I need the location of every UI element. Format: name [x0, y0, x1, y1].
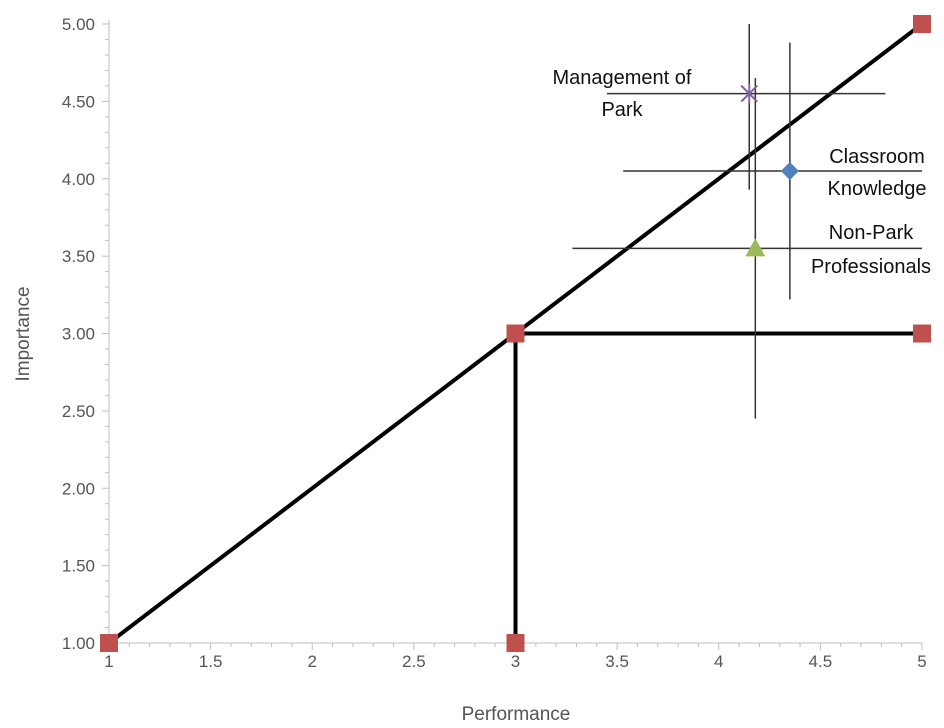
- x-tick-label: 3: [511, 652, 520, 671]
- x-tick-label: 1: [104, 652, 113, 671]
- point-label-line: Knowledge: [828, 178, 927, 200]
- data-points: [740, 83, 799, 257]
- data-point-star: [740, 83, 758, 104]
- y-tick-label: 2.50: [62, 402, 95, 421]
- y-axis-title: Importance: [13, 286, 34, 381]
- y-tick-label: 4.50: [62, 92, 95, 111]
- x-axis-title: Performance: [462, 704, 571, 725]
- y-tick-label: 3.00: [62, 325, 95, 344]
- point-label-line: Non-Park: [829, 222, 914, 244]
- x-tick-label: 2.5: [402, 652, 426, 671]
- x-tick-label: 5: [917, 652, 926, 671]
- reference-marker: [913, 15, 931, 33]
- reference-marker: [913, 324, 931, 343]
- data-point-triangle: [745, 238, 766, 257]
- y-tick-label: 5.00: [62, 15, 95, 34]
- data-point-diamond: [780, 162, 799, 181]
- point-labels: Management of Park Classroom Knowledge Non-P…: [553, 67, 932, 278]
- reference-marker: [506, 324, 525, 343]
- axes: 1 1.5 2 2.5 3 3.5 4 4.5 5 1.00 1.50 2.00 2.50 3.00 3.5…: [62, 15, 927, 671]
- y-tick-label: 3.50: [62, 247, 95, 266]
- y-tick-label: 1.50: [62, 557, 95, 576]
- x-tick-label: 1.5: [199, 652, 223, 671]
- point-label-line: Professionals: [811, 256, 931, 278]
- reference-markers: [100, 15, 931, 652]
- x-tick-label: 4: [714, 652, 723, 671]
- y-tick-label: 1.00: [62, 634, 95, 653]
- x-tick-label: 3.5: [605, 652, 629, 671]
- point-label-line: Management of: [553, 67, 692, 89]
- y-tick-label: 4.00: [62, 170, 95, 189]
- point-label-line: Park: [601, 99, 643, 121]
- reference-marker: [506, 634, 525, 652]
- reference-marker: [100, 634, 118, 652]
- x-tick-label: 2: [308, 652, 317, 671]
- x-tick-label: 4.5: [809, 652, 833, 671]
- y-tick-label: 2.00: [62, 479, 95, 498]
- point-label-line: Classroom: [829, 146, 925, 168]
